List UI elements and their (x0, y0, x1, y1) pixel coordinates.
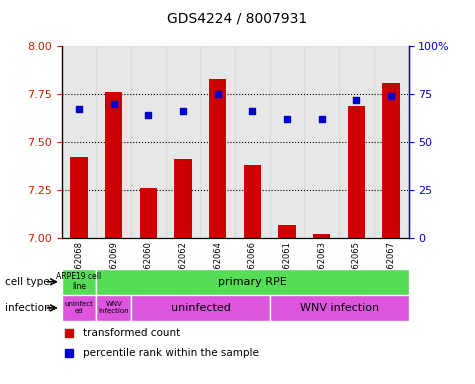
Point (353, 97, 361, 103)
Bar (140, 188, 157, 238)
Point (110, 101, 118, 107)
Bar (174, 159, 192, 238)
Text: infection: infection (5, 303, 50, 313)
Bar (374, 46, 408, 238)
Text: GDS4224 / 8007931: GDS4224 / 8007931 (167, 12, 308, 25)
Text: percentile rank within the sample: percentile rank within the sample (83, 348, 258, 358)
Text: transformed count: transformed count (83, 328, 180, 338)
Point (144, 112, 152, 118)
Point (283, 116, 291, 122)
Bar (339, 46, 374, 238)
Point (214, 91, 221, 97)
Bar (62, 295, 96, 321)
Bar (131, 295, 270, 321)
Bar (62, 46, 96, 238)
Bar (200, 46, 235, 238)
Bar (313, 234, 331, 238)
Bar (62, 269, 96, 295)
Point (318, 116, 326, 122)
Point (388, 93, 395, 99)
Bar (209, 79, 227, 238)
Text: primary RPE: primary RPE (218, 277, 287, 287)
Text: uninfected: uninfected (171, 303, 230, 313)
Point (249, 108, 256, 114)
Bar (235, 46, 270, 238)
Bar (304, 46, 339, 238)
Point (180, 108, 187, 114)
Bar (166, 46, 200, 238)
Text: WNV infection: WNV infection (300, 303, 379, 313)
Text: cell type: cell type (5, 277, 49, 287)
Bar (382, 83, 400, 238)
Bar (270, 46, 304, 238)
Bar (348, 106, 365, 238)
Bar (96, 295, 131, 321)
Bar (131, 46, 166, 238)
Point (75, 106, 83, 113)
Text: WNV
infection: WNV infection (98, 301, 129, 314)
Bar (270, 295, 408, 321)
Text: uninfect
ed: uninfect ed (65, 301, 94, 314)
Bar (70, 157, 88, 238)
Bar (96, 46, 131, 238)
Bar (278, 225, 296, 238)
Text: ARPE19 cell
line: ARPE19 cell line (57, 272, 102, 291)
Bar (105, 92, 123, 238)
Bar (244, 165, 261, 238)
